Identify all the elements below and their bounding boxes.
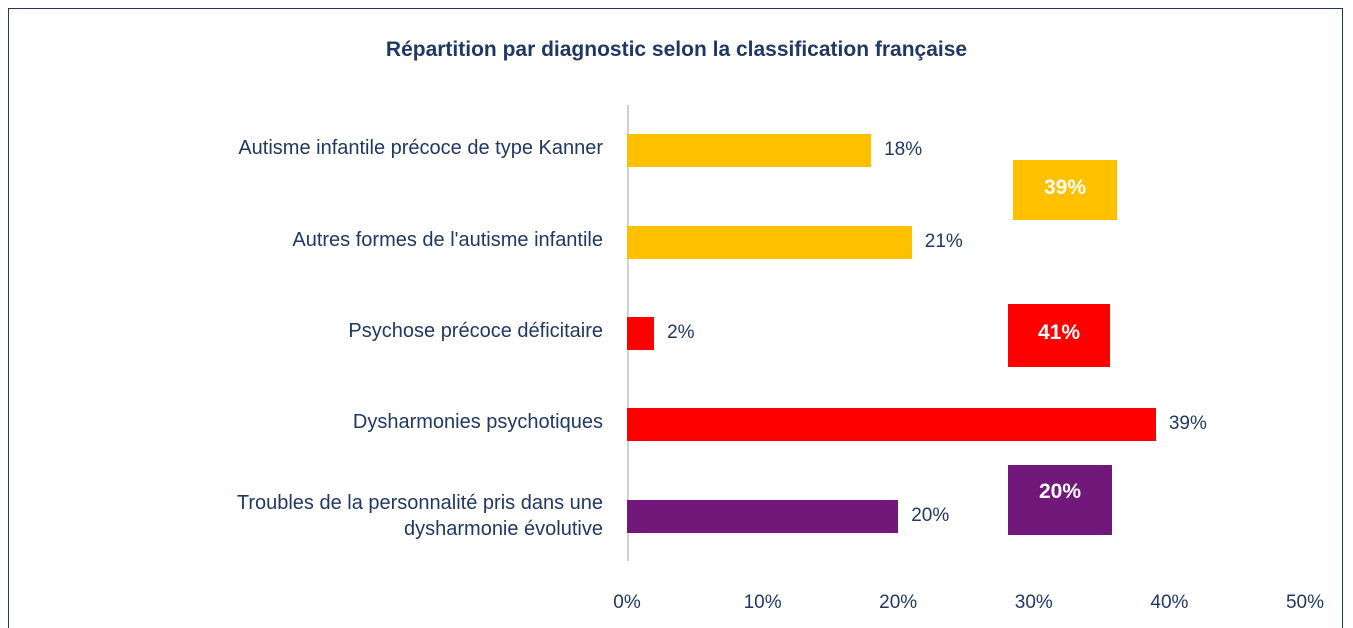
value-label: 18% [884, 139, 923, 160]
chart-frame [8, 8, 1343, 628]
bar [627, 499, 899, 533]
category-label: Psychose précoce déficitaire [348, 320, 603, 342]
category-label: Autres formes de l'autisme infantile [292, 229, 603, 251]
x-tick-label: 20% [879, 592, 918, 613]
category-label: Dysharmonies psychotiques [352, 411, 603, 433]
x-tick-label: 0% [613, 592, 641, 613]
value-label: 2% [667, 322, 695, 343]
value-label: 20% [911, 505, 950, 526]
bar [627, 316, 655, 350]
bar [627, 133, 872, 167]
bar [627, 225, 912, 259]
x-tick-label: 10% [743, 592, 782, 613]
value-label: 39% [1168, 413, 1207, 434]
annotation-box: 41% [1008, 304, 1110, 367]
category-label: Troubles de la personnalité pris dans un… [236, 492, 603, 540]
x-tick-label: 40% [1150, 592, 1189, 613]
value-label: 21% [924, 231, 963, 252]
bar [627, 407, 1156, 441]
category-label: Autisme infantile précoce de type Kanner [238, 137, 603, 159]
annotation-box: 20% [1008, 465, 1112, 535]
chart-title: Répartition par diagnostic selon la clas… [385, 38, 968, 61]
x-tick-label: 30% [1014, 592, 1053, 613]
x-tick-label: 50% [1285, 592, 1325, 613]
annotation-box: 39% [1013, 160, 1117, 220]
